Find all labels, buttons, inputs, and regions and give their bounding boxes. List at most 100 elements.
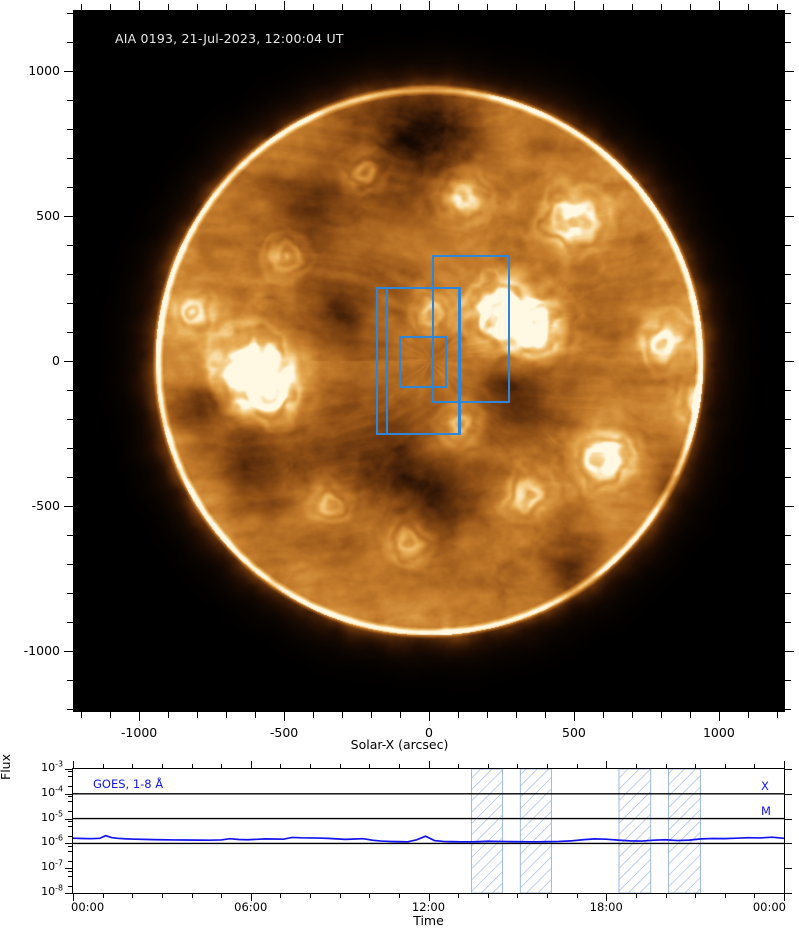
goes-axis-tick <box>785 769 792 770</box>
axis-tick <box>785 680 791 681</box>
axis-tick <box>226 4 227 10</box>
goes-axis-tick <box>68 851 72 852</box>
goes-axis-tick <box>666 894 667 898</box>
goes-axis-tick <box>73 894 74 901</box>
goes-axis-tick <box>636 894 637 898</box>
goes-axis-tick <box>577 764 578 768</box>
goes-axis-tick <box>695 764 696 768</box>
axis-tick <box>67 564 73 565</box>
axis-tick <box>487 712 488 718</box>
goes-axis-tick <box>488 894 489 898</box>
axis-tick <box>777 712 778 718</box>
axis-tick <box>64 216 73 217</box>
solar-x-tick-label: 0 <box>425 725 433 740</box>
flare-class-m: M <box>761 803 771 818</box>
axis-tick <box>67 42 73 43</box>
goes-axis-tick <box>429 894 430 901</box>
axis-tick <box>785 709 791 710</box>
goes-axis-tick <box>310 764 311 768</box>
axis-tick <box>67 622 73 623</box>
observation-window-3 <box>618 769 652 893</box>
solar-y-tick-label: 0 <box>52 353 60 368</box>
goes-axis-tick <box>399 764 400 768</box>
axis-tick <box>785 651 794 652</box>
axis-tick <box>64 71 73 72</box>
goes-axis-tick <box>458 894 459 898</box>
axis-tick <box>429 712 430 721</box>
solar-image-panel <box>73 10 785 712</box>
axis-tick <box>719 1 720 10</box>
goes-x-tick-label: 18:00 <box>589 900 623 914</box>
goes-axis-tick <box>68 821 72 822</box>
goes-axis-tick <box>340 894 341 898</box>
goes-axis-tick <box>369 894 370 898</box>
axis-tick <box>545 712 546 718</box>
axis-tick <box>785 100 791 101</box>
axis-tick <box>64 651 73 652</box>
image-title: AIA 0193, 21-Jul-2023, 12:00:04 UT <box>115 31 344 46</box>
goes-axis-tick <box>221 894 222 898</box>
axis-tick <box>313 712 314 718</box>
axis-tick <box>139 712 140 721</box>
axis-tick <box>284 712 285 721</box>
axis-tick <box>785 332 791 333</box>
axis-tick <box>632 712 633 718</box>
goes-y-tick-label: 10-6 <box>41 833 63 849</box>
axis-tick <box>785 129 791 130</box>
axis-tick <box>110 4 111 10</box>
axis-tick <box>785 477 791 478</box>
goes-axis-tick <box>162 894 163 898</box>
goes-y-tick-label: 10-3 <box>41 759 63 774</box>
goes-axis-tick <box>73 761 74 768</box>
axis-tick <box>785 564 791 565</box>
solar-x-axis-label: Solar-X (arcsec) <box>350 737 449 752</box>
axis-tick <box>690 712 691 718</box>
axis-tick <box>67 303 73 304</box>
observation-window-2 <box>519 769 552 893</box>
axis-tick <box>545 4 546 10</box>
axis-tick <box>284 1 285 10</box>
axis-tick <box>785 13 791 14</box>
goes-axis-tick <box>725 894 726 898</box>
solar-y-tick-label: 500 <box>36 207 60 223</box>
goes-axis-tick <box>785 893 792 894</box>
goes-axis-tick <box>429 761 430 768</box>
goes-axis-tick <box>785 794 792 795</box>
axis-tick <box>168 4 169 10</box>
axis-tick <box>67 593 73 594</box>
goes-axis-tick <box>251 894 252 901</box>
solar-x-tick-label: -1000 <box>120 725 158 740</box>
goes-plot-svg <box>73 769 784 893</box>
axis-tick <box>67 390 73 391</box>
axis-tick <box>785 187 791 188</box>
axis-tick <box>785 506 794 507</box>
axis-tick <box>67 158 73 159</box>
axis-tick <box>574 712 575 721</box>
goes-axis-tick <box>488 764 489 768</box>
observation-window-4 <box>667 769 701 893</box>
goes-axis-tick <box>65 868 72 869</box>
axis-tick <box>110 712 111 718</box>
axis-tick <box>603 4 604 10</box>
axis-tick <box>785 390 791 391</box>
axis-tick <box>400 4 401 10</box>
goes-axis-tick <box>68 801 72 802</box>
axis-tick <box>67 245 73 246</box>
solar-y-tick-label: 1000 <box>28 62 60 78</box>
axis-tick <box>785 419 791 420</box>
goes-axis-tick <box>68 796 72 797</box>
axis-tick <box>67 13 73 14</box>
goes-axis-tick <box>785 868 792 869</box>
axis-tick <box>255 4 256 10</box>
goes-axis-tick <box>192 764 193 768</box>
goes-axis-tick <box>517 764 518 768</box>
goes-axis-tick <box>399 894 400 898</box>
axis-tick <box>487 4 488 10</box>
goes-axis-tick <box>68 886 72 887</box>
goes-axis-tick <box>340 764 341 768</box>
axis-tick <box>603 712 604 718</box>
axis-tick <box>719 712 720 721</box>
goes-axis-tick <box>754 894 755 898</box>
goes-axis-tick <box>68 836 72 837</box>
goes-axis-tick <box>65 769 72 770</box>
